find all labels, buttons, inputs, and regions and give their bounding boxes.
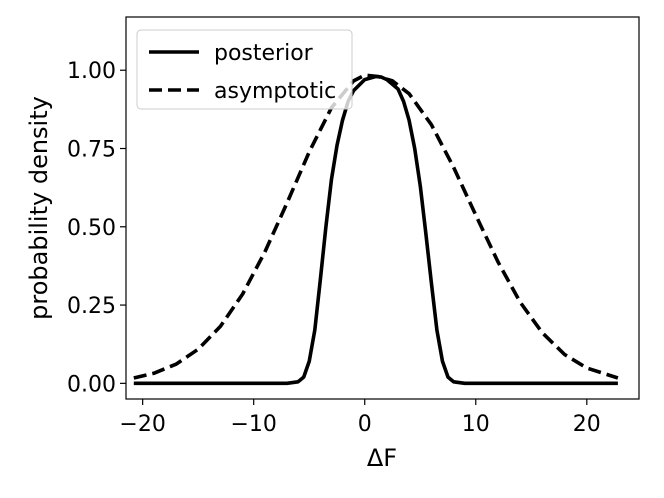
series-line-asymptotic (133, 73, 619, 380)
y-tick-label: 0.00 (67, 372, 116, 397)
plot-area-frame (125, 16, 640, 400)
x-tick-label: −10 (230, 412, 276, 437)
x-tick-label: 20 (573, 412, 601, 437)
x-axis-label: ΔF (367, 444, 397, 472)
series-layer (133, 73, 619, 386)
y-axis-ticks: 0.00 0.25 0.50 0.75 1.00 (67, 59, 126, 397)
x-axis-ticks: −20 −10 0 10 20 (119, 399, 601, 437)
y-tick-label: 0.50 (67, 216, 116, 241)
y-tick-label: 0.75 (67, 138, 116, 163)
y-axis-label: probability density (25, 96, 53, 320)
legend: posterior asymptotic (136, 29, 353, 110)
legend-label-asymptotic: asymptotic (214, 79, 336, 104)
series-line-posterior (133, 74, 618, 386)
legend-label-posterior: posterior (214, 41, 314, 66)
x-tick-label: 10 (462, 412, 490, 437)
y-tick-label: 1.00 (67, 59, 116, 84)
x-tick-label: −20 (119, 412, 165, 437)
y-tick-label: 0.25 (67, 294, 116, 319)
x-tick-label: 0 (358, 412, 372, 437)
